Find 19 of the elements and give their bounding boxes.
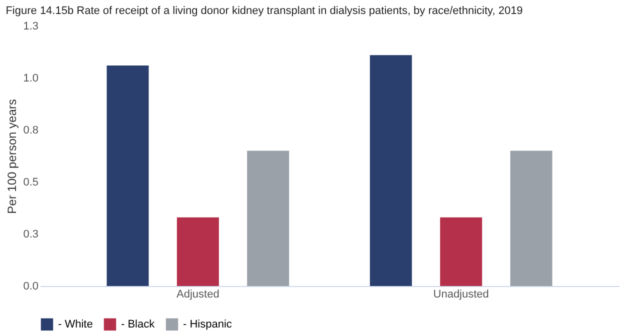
bar (370, 55, 412, 286)
y-tick-label: 0.3 (23, 228, 38, 240)
bar (247, 150, 290, 286)
y-axis-title: Per 100 person years (5, 99, 20, 214)
y-tick-label: 1.3 (23, 20, 38, 32)
chart-title: Figure 14.15b Rate of receipt of a living donor kidney transplant in dialysis patients, by race/ethnicity, 2019 (6, 5, 523, 17)
legend-label: - Black (121, 318, 156, 330)
bar (176, 217, 219, 286)
bar (510, 150, 552, 286)
y-tick-label: 0.8 (23, 124, 38, 136)
y-tick-label: 0.5 (23, 176, 38, 188)
x-tick-label: Adjusted (176, 288, 220, 300)
x-tick-label: Unadjusted (433, 288, 489, 300)
y-tick-label: 0.0 (23, 280, 38, 292)
legend-label: - Hispanic (183, 318, 232, 330)
bar (106, 66, 149, 286)
y-tick-label: 1.0 (23, 72, 38, 84)
bar (440, 217, 482, 286)
legend-label: - White (58, 318, 93, 330)
